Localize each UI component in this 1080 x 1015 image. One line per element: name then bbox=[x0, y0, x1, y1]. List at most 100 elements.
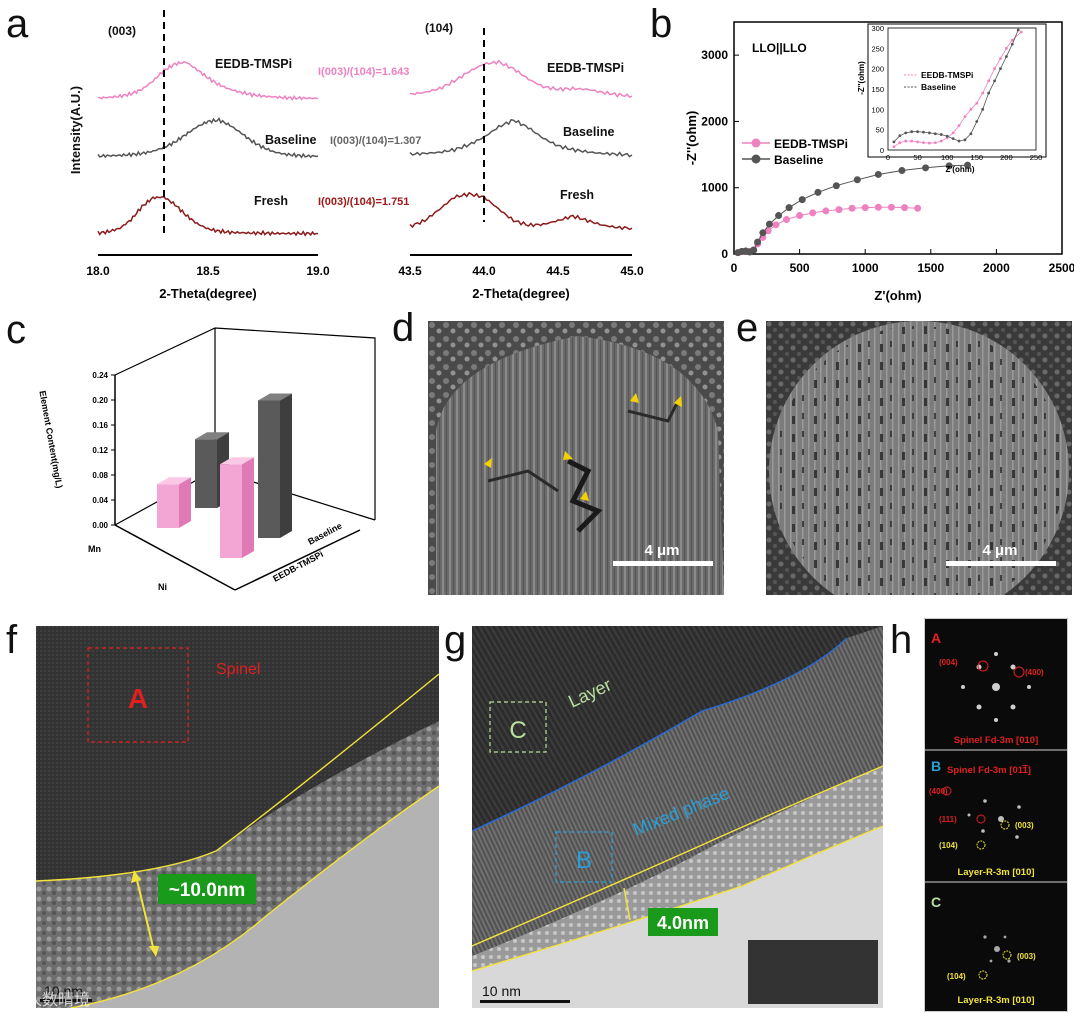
eis-inset-xtick: 250 bbox=[1030, 153, 1043, 162]
eis-inset-point-baseline bbox=[993, 79, 996, 83]
bar-ytick: 0.08 bbox=[92, 471, 108, 480]
bar-mn-eedb-tmspi bbox=[157, 477, 191, 528]
xrd-left-label-baseline: Baseline bbox=[265, 133, 316, 147]
eis-inset-point-baseline bbox=[904, 131, 908, 135]
tem-boundary-blue-g bbox=[472, 637, 848, 832]
eis-point-baseline bbox=[750, 246, 758, 254]
fft-b-spot4: (104) bbox=[939, 841, 958, 850]
bar-ni-baseline bbox=[258, 393, 292, 538]
bar-ytick: 0.16 bbox=[92, 421, 108, 430]
xrd-right-label-eedb: EEDB-TMSPi bbox=[547, 61, 624, 75]
eis-legend-baseline: Baseline bbox=[774, 153, 824, 167]
eis-point-baseline bbox=[754, 238, 762, 246]
bar-ytick: 0.24 bbox=[92, 371, 108, 380]
tem-thickness-g: 4.0nm bbox=[657, 913, 709, 933]
panel-label-g: g bbox=[444, 618, 467, 662]
eis-inset-xtick: 150 bbox=[971, 153, 984, 162]
tem-thickness-box-g bbox=[648, 908, 718, 936]
bar-ytick: 0.20 bbox=[92, 396, 108, 405]
xrd-left-label-fresh: Fresh bbox=[254, 194, 288, 208]
fft-b-title: Spinel Fd-3m [011] bbox=[947, 765, 1031, 776]
eis-inset-point-eedb-tmspi bbox=[963, 115, 967, 119]
sem-scale-e: 4 μm bbox=[982, 542, 1017, 559]
eis-ytick: 2000 bbox=[701, 114, 728, 128]
panel-label-a: a bbox=[6, 2, 29, 46]
bar-ytick: 0.12 bbox=[92, 446, 108, 455]
eis-inset-point-baseline bbox=[1005, 55, 1008, 58]
tem-boundary-yellow1-g bbox=[472, 765, 883, 947]
bar-cat-ni: Ni bbox=[158, 582, 167, 592]
eis-inset-point-eedb-tmspi bbox=[933, 141, 937, 145]
tem-image-g: C Layer B Mixed phase 4.0nm 10 nm bbox=[472, 626, 883, 1008]
eis-inset-legend-baseline: Baseline bbox=[921, 82, 956, 92]
eis-inset-point-eedb-tmspi bbox=[981, 91, 985, 95]
eis-inset-point-baseline bbox=[969, 132, 973, 136]
fft-b-label: B bbox=[931, 758, 941, 774]
eis-inset-ytick: 100 bbox=[871, 105, 884, 114]
eis-xtick: 500 bbox=[790, 261, 810, 275]
eis-point-baseline bbox=[759, 229, 767, 237]
eis-point-eedb-tmspi bbox=[835, 206, 843, 214]
sem-scalebar-e bbox=[946, 561, 1056, 566]
eis-point-baseline bbox=[775, 212, 783, 220]
icp-bar-chart: 0.00 0.04 0.08 0.12 0.16 0.20 0.24 Element Con… bbox=[37, 327, 376, 592]
eis-point-eedb-tmspi bbox=[914, 204, 922, 212]
eis-inset-point-eedb-tmspi bbox=[987, 79, 991, 83]
eis-inset-xtick: 200 bbox=[1000, 153, 1013, 162]
tem-box-c bbox=[489, 701, 547, 753]
eis-inset-ytick: 300 bbox=[871, 24, 884, 33]
fft-c-spot1: (003) bbox=[1017, 952, 1036, 961]
xrd-left-tick-0: 18.0 bbox=[86, 264, 110, 278]
fft-column: A (004) (400) Spinel Fd-3m [010] B Spine… bbox=[924, 618, 1068, 1012]
tem-box-a bbox=[87, 647, 189, 743]
eis-inset-ytick: 250 bbox=[871, 44, 884, 53]
tem-scale-f: 10 nm bbox=[44, 983, 83, 999]
eis-inset-ytick: 50 bbox=[876, 126, 884, 135]
xrd-right-label-fresh: Fresh bbox=[560, 188, 594, 202]
xrd-chart: Intensity(A.U.) (003) (104) EEDB-TMSPi B… bbox=[68, 10, 644, 301]
tem-thickness-box-f bbox=[158, 874, 256, 904]
eis-inset-ylabel: -Z''(ohm) bbox=[857, 61, 866, 95]
eis-inset-point-baseline bbox=[987, 91, 991, 95]
eis-xlabel: Z'(ohm) bbox=[874, 288, 921, 303]
eis-inset-point-eedb-tmspi bbox=[922, 141, 925, 145]
xrd-line-baseline bbox=[97, 117, 319, 159]
eis-point-eedb-tmspi bbox=[782, 216, 790, 224]
xrd-right-tick-3: 45.0 bbox=[620, 264, 644, 278]
eis-xtick: 0 bbox=[731, 261, 738, 275]
tem-box-b bbox=[555, 831, 613, 883]
xrd-ratio-baseline: I(003)/(104)=1.307 bbox=[330, 135, 421, 147]
xrd-right-plot bbox=[409, 59, 633, 231]
bar-y-ticks: 0.00 0.04 0.08 0.12 0.16 0.20 0.24 bbox=[92, 371, 115, 530]
tem-scalebar-f bbox=[40, 999, 92, 1002]
xrd-line-eedb-tmspi bbox=[97, 60, 319, 102]
eis-inset-point-eedb-tmspi bbox=[910, 139, 914, 143]
fft-b-spot3: (003) bbox=[1015, 821, 1034, 830]
tem-box-a-label: A bbox=[128, 683, 148, 714]
panel-label-h: h bbox=[890, 618, 913, 662]
eis-point-baseline bbox=[853, 176, 861, 184]
fft-b-caption: Layer-R-3m [010] bbox=[957, 867, 1034, 878]
eis-inset-legend-eedb: EEDB-TMSPi bbox=[921, 70, 973, 80]
fft-c-spot2: (104) bbox=[947, 972, 966, 981]
eis-point-eedb-tmspi bbox=[822, 207, 830, 215]
eis-inset-point-eedb-tmspi bbox=[1005, 46, 1008, 50]
eis-inset-point-eedb-tmspi bbox=[1010, 38, 1014, 42]
tem-box-c-label: C bbox=[509, 717, 526, 744]
tem-spinel-label: Spinel bbox=[216, 661, 260, 678]
sem-image-e: 4 μm bbox=[766, 321, 1072, 595]
eis-inset-xtick: 0 bbox=[886, 153, 890, 162]
watermark: 人数晴境 bbox=[26, 992, 91, 1009]
xrd-left-tick-1: 18.5 bbox=[196, 264, 220, 278]
xrd-ratio-fresh: I(003)/(104)=1.751 bbox=[318, 196, 409, 208]
eis-inset-point-baseline bbox=[963, 138, 967, 142]
xrd-ratio-eedb: I(003)/(104)=1.643 bbox=[318, 66, 409, 78]
eis-point-baseline bbox=[922, 164, 930, 172]
bar-front-axis bbox=[114, 524, 236, 591]
eis-legend-baseline-marker bbox=[751, 154, 761, 164]
bar-cat-mn: Mn bbox=[88, 544, 101, 554]
eis-legend-eedb: EEDB-TMSPi bbox=[774, 137, 848, 151]
fft-a-spot2: (400) bbox=[1025, 668, 1044, 677]
